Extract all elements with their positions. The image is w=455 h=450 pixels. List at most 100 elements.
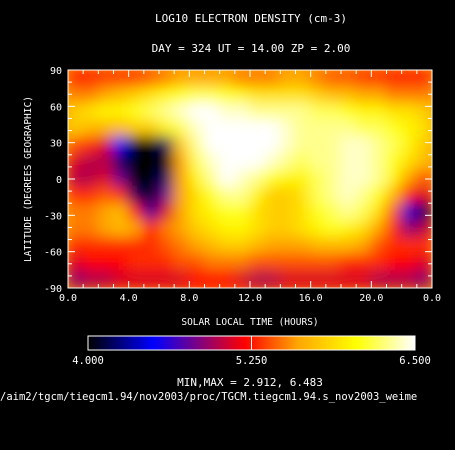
heatmap-cell: [309, 169, 327, 189]
heatmap-cell: [340, 119, 358, 139]
heatmap-cell: [415, 70, 432, 88]
heatmap-cell: [97, 152, 115, 172]
heatmap-cell: [82, 136, 100, 155]
heatmap-cell: [173, 85, 191, 105]
heatmap-cell: [324, 219, 342, 239]
heatmap-cell: [97, 203, 115, 222]
x-tick-label: 12.0: [238, 293, 262, 304]
heatmap-cell: [142, 203, 160, 222]
heatmap-cell: [188, 152, 206, 172]
heatmap-cell: [68, 102, 85, 122]
heatmap-cell: [400, 186, 418, 206]
heatmap-cell: [370, 186, 388, 206]
heatmap-cell: [203, 85, 221, 105]
heatmap-cell: [294, 219, 312, 239]
heatmap-cell: [309, 85, 327, 105]
heatmap-cell: [233, 169, 251, 189]
heatmap-cell: [68, 236, 85, 256]
heatmap-cell: [249, 70, 267, 88]
heatmap-cell: [400, 203, 418, 222]
heatmap-cell: [249, 253, 267, 273]
heatmap-cell: [188, 219, 206, 239]
heatmap-cell: [355, 270, 373, 288]
heatmap-cell: [112, 270, 130, 288]
heatmap-cell: [203, 203, 221, 222]
heatmap-cell: [127, 85, 145, 105]
heatmap-cell: [97, 236, 115, 256]
heatmap-cell: [188, 186, 206, 206]
heatmap-cell: [188, 169, 206, 189]
heatmap-cell: [188, 270, 206, 288]
heatmap-cell: [218, 136, 236, 155]
heatmap-cell: [218, 270, 236, 288]
heatmap-cell: [294, 85, 312, 105]
heatmap-cell: [188, 253, 206, 273]
heatmap-cell: [127, 70, 145, 88]
heatmap-cell: [158, 119, 176, 139]
heatmap-cell: [340, 270, 358, 288]
heatmap-cell: [370, 253, 388, 273]
heatmap-cell: [97, 119, 115, 139]
x-tick-label: 8.0: [180, 293, 198, 304]
minmax-text: MIN,MAX = 2.912, 6.483: [177, 376, 323, 389]
heatmap-cell: [173, 186, 191, 206]
heatmap-cell: [203, 236, 221, 256]
heatmap-cell: [203, 136, 221, 155]
heatmap-cell: [400, 270, 418, 288]
heatmap-cell: [188, 119, 206, 139]
heatmap-cell: [173, 152, 191, 172]
heatmap-cell: [340, 169, 358, 189]
heatmap-cell: [264, 136, 282, 155]
heatmap-cell: [142, 136, 160, 155]
heatmap-cell: [68, 119, 85, 139]
heatmap-cell: [142, 270, 160, 288]
heatmap-cell: [264, 186, 282, 206]
y-tick-label: -90: [44, 284, 62, 295]
heatmap-cell: [355, 102, 373, 122]
heatmap-cell: [370, 152, 388, 172]
heatmap-cell: [400, 136, 418, 155]
heatmap-cell: [142, 219, 160, 239]
heatmap-cell: [249, 102, 267, 122]
heatmap-cell: [233, 219, 251, 239]
heatmap-cell: [400, 169, 418, 189]
heatmap-cell: [218, 152, 236, 172]
heatmap-cell: [249, 203, 267, 222]
heatmap-cell: [249, 119, 267, 139]
heatmap-cell: [233, 70, 251, 88]
heatmap-cell: [68, 270, 85, 288]
heatmap-cell: [142, 253, 160, 273]
heatmap-cell: [370, 169, 388, 189]
heatmap-cell: [218, 219, 236, 239]
heatmap-cell: [340, 85, 358, 105]
heatmap-cell: [355, 186, 373, 206]
heatmap-cell: [340, 152, 358, 172]
heatmap-cell: [415, 136, 432, 155]
heatmap-cell: [82, 102, 100, 122]
heatmap-cell: [415, 85, 432, 105]
heatmap-cell: [400, 85, 418, 105]
y-tick-label: 90: [50, 66, 62, 77]
heatmap-cell: [233, 253, 251, 273]
heatmap-cell: [385, 136, 403, 155]
heatmap-cell: [324, 203, 342, 222]
heatmap-cell: [218, 203, 236, 222]
heatmap-cell: [158, 169, 176, 189]
heatmap-cell: [112, 70, 130, 88]
x-tick-label: 0.0: [423, 293, 441, 304]
heatmap-cell: [158, 203, 176, 222]
heatmap-cell: [264, 169, 282, 189]
heatmap-cell: [370, 236, 388, 256]
heatmap-cell: [324, 186, 342, 206]
heatmap-cell: [97, 186, 115, 206]
heatmap-cell: [203, 270, 221, 288]
heatmap-cell: [127, 270, 145, 288]
heatmap-cell: [309, 186, 327, 206]
heatmap-cell: [173, 70, 191, 88]
heatmap-cell: [264, 270, 282, 288]
heatmap-cell: [309, 119, 327, 139]
heatmap-cell: [264, 119, 282, 139]
heatmap-cell: [340, 253, 358, 273]
heatmap-cell: [82, 152, 100, 172]
heatmap-cell: [355, 119, 373, 139]
